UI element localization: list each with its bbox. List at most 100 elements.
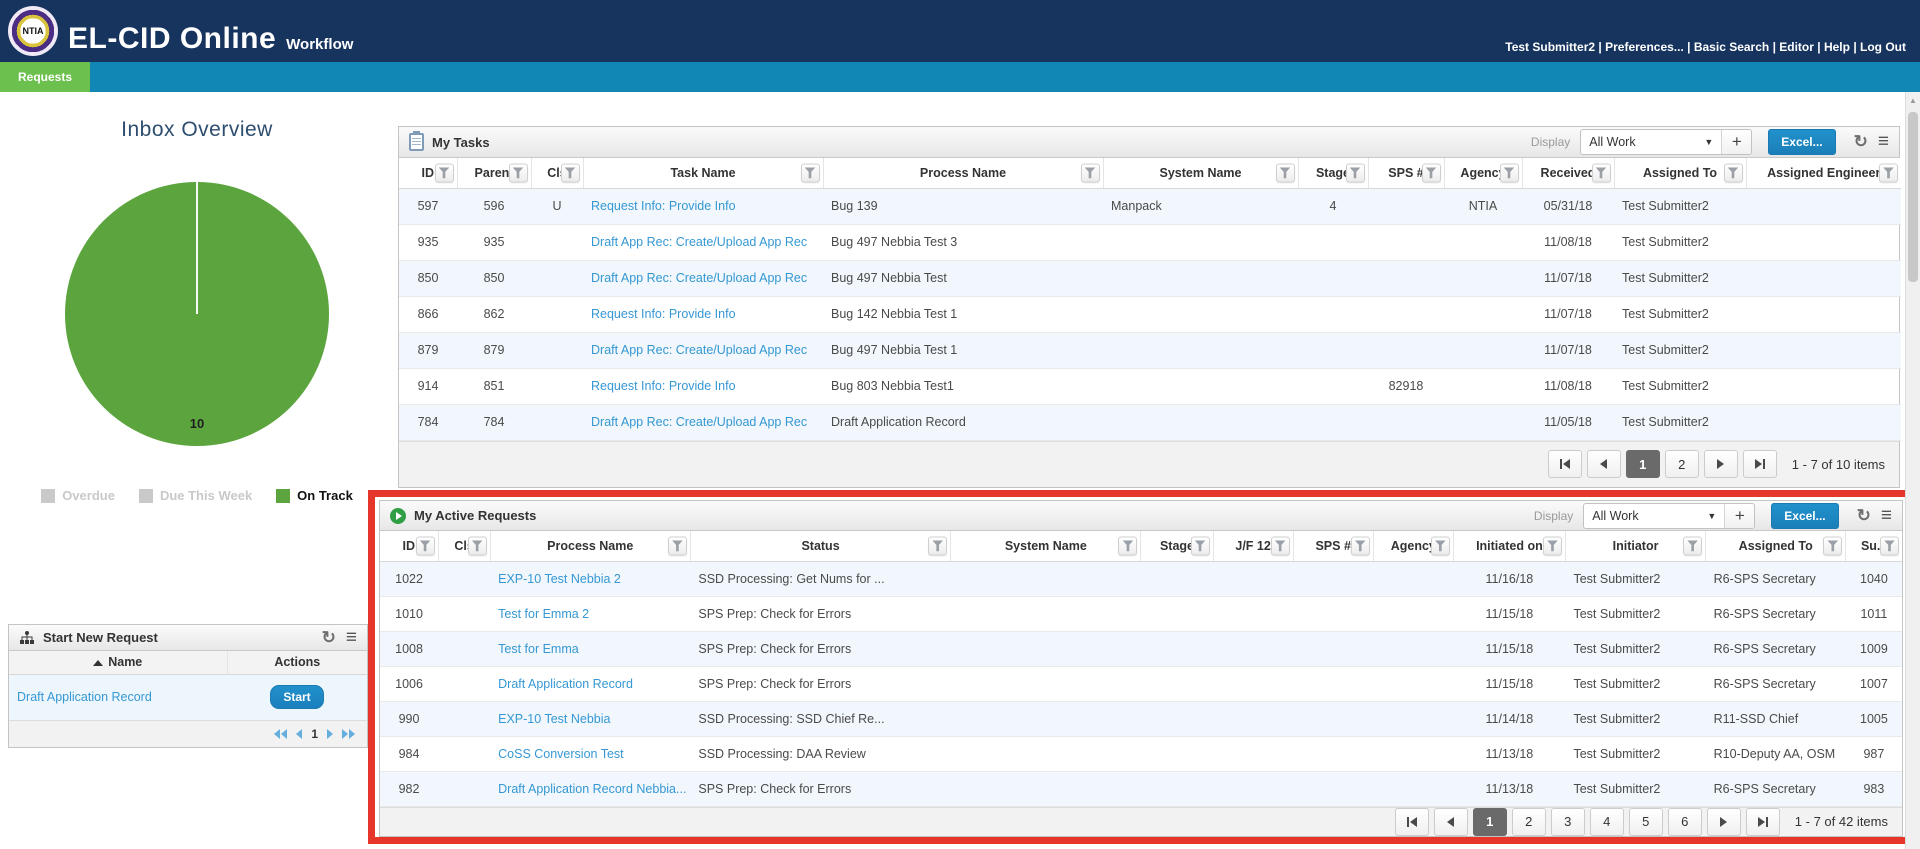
filter-icon[interactable] xyxy=(434,163,454,183)
task-link[interactable]: Request Info: Provide Info xyxy=(591,379,736,393)
column-header-name[interactable]: Name xyxy=(9,651,227,675)
column-header[interactable]: Agency xyxy=(1372,531,1454,562)
pager-last-button[interactable] xyxy=(1742,450,1777,478)
filter-icon[interactable] xyxy=(560,163,580,183)
filter-icon[interactable] xyxy=(415,536,435,556)
filter-icon[interactable] xyxy=(467,536,487,556)
menu-icon[interactable]: ≡ xyxy=(1880,504,1892,526)
filter-icon[interactable] xyxy=(1345,163,1365,183)
task-link[interactable]: Draft App Rec: Create/Upload App Rec xyxy=(591,235,808,249)
filter-icon[interactable] xyxy=(1350,536,1370,556)
column-header[interactable]: Initiator xyxy=(1564,531,1706,562)
filter-icon[interactable] xyxy=(1823,536,1843,556)
process-link[interactable]: Draft Application Record Nebbia... xyxy=(498,781,687,796)
excel-export-button[interactable]: Excel... xyxy=(1771,502,1839,529)
top-nav-link[interactable]: Test Submitter2 xyxy=(1505,40,1596,54)
menu-icon[interactable]: ≡ xyxy=(345,626,357,648)
column-header[interactable]: Agency xyxy=(1443,158,1522,189)
column-header[interactable]: Status xyxy=(689,531,951,562)
column-header[interactable]: Task Name xyxy=(582,158,823,189)
pager-prev-button[interactable] xyxy=(296,729,303,739)
start-button[interactable]: Start xyxy=(270,685,324,710)
filter-icon[interactable] xyxy=(1430,536,1450,556)
table-row[interactable]: 879 879 Draft App Rec: Create/Upload App… xyxy=(399,332,1901,369)
column-header[interactable]: Cls xyxy=(437,531,491,562)
column-header[interactable]: Process Name xyxy=(822,158,1103,189)
filter-icon[interactable] xyxy=(1591,163,1611,183)
filter-icon[interactable] xyxy=(1118,536,1138,556)
display-dropdown[interactable]: All Work ▼ xyxy=(1581,130,1721,154)
pager-page-4[interactable]: 4 xyxy=(1589,807,1624,836)
task-link[interactable]: Request Info: Provide Info xyxy=(591,307,736,321)
tab-requests[interactable]: Requests xyxy=(0,62,91,92)
task-link[interactable]: Draft App Rec: Create/Upload App Rec xyxy=(591,343,808,357)
legend-item-overdue[interactable]: Overdue xyxy=(41,488,115,503)
add-view-button[interactable]: + xyxy=(1721,130,1752,154)
column-header[interactable]: J/F 12 xyxy=(1212,531,1294,562)
table-row[interactable]: 597 596 U Request Info: Provide Info Bug… xyxy=(399,188,1901,225)
pager-last-button[interactable] xyxy=(1745,807,1780,836)
column-header[interactable]: System Name xyxy=(950,531,1141,562)
pager-page-2[interactable]: 2 xyxy=(1511,807,1546,836)
pager-last-button[interactable] xyxy=(342,729,355,739)
pager-next-button[interactable] xyxy=(1706,807,1741,836)
column-header[interactable]: Assigned Engineer xyxy=(1745,158,1901,189)
column-header[interactable]: Initiated on xyxy=(1452,531,1566,562)
top-nav-link[interactable]: Basic Search xyxy=(1684,40,1769,54)
filter-icon[interactable] xyxy=(1275,163,1295,183)
pager-page-2[interactable]: 2 xyxy=(1664,450,1699,478)
column-header-actions[interactable]: Actions xyxy=(226,651,367,675)
add-view-button[interactable]: + xyxy=(1724,503,1755,528)
pager-page-1[interactable]: 1 xyxy=(311,727,318,741)
table-row[interactable]: 1022 EXP-10 Test Nebbia 2 SSD Processing… xyxy=(380,561,1902,597)
pager-next-button[interactable] xyxy=(1703,450,1738,478)
request-type-link[interactable]: Draft Application Record xyxy=(17,690,152,705)
table-row[interactable]: 1008 Test for Emma SPS Prep: Check for E… xyxy=(380,631,1902,667)
task-link[interactable]: Draft App Rec: Create/Upload App Rec xyxy=(591,271,808,285)
pager-page-1[interactable]: 1 xyxy=(1625,450,1660,478)
process-link[interactable]: EXP-10 Test Nebbia 2 xyxy=(498,571,621,586)
refresh-icon[interactable]: ↻ xyxy=(1856,505,1871,525)
filter-icon[interactable] xyxy=(667,536,687,556)
column-header[interactable]: Stage xyxy=(1140,531,1214,562)
top-nav-link[interactable]: Editor xyxy=(1769,40,1814,54)
table-row[interactable]: 914 851 Request Info: Provide Info Bug 8… xyxy=(399,368,1901,405)
pager-page-5[interactable]: 5 xyxy=(1628,807,1663,836)
process-link[interactable]: Test for Emma xyxy=(498,641,579,656)
pager-page-3[interactable]: 3 xyxy=(1550,807,1585,836)
process-link[interactable]: EXP-10 Test Nebbia xyxy=(498,711,611,726)
menu-icon[interactable]: ≡ xyxy=(1877,131,1889,152)
filter-icon[interactable] xyxy=(1683,536,1703,556)
column-header[interactable]: ID xyxy=(399,158,457,189)
pager-next-button[interactable] xyxy=(327,729,333,739)
filter-icon[interactable] xyxy=(1080,163,1100,183)
filter-icon[interactable] xyxy=(928,536,948,556)
column-header[interactable]: Received xyxy=(1521,158,1614,189)
legend-item-on-track[interactable]: On Track xyxy=(276,488,353,503)
scrollbar-up-icon[interactable]: ▲ xyxy=(1909,95,1917,105)
filter-icon[interactable] xyxy=(1190,536,1210,556)
pager-first-button[interactable] xyxy=(1547,450,1582,478)
pager-page-6[interactable]: 6 xyxy=(1667,807,1702,836)
column-header[interactable]: Parent xyxy=(456,158,531,189)
legend-item-due-this-week[interactable]: Due This Week xyxy=(138,488,252,503)
scrollbar-thumb[interactable] xyxy=(1908,112,1918,282)
column-header[interactable]: System Name xyxy=(1102,158,1298,189)
refresh-icon[interactable]: ↻ xyxy=(321,627,336,647)
refresh-icon[interactable]: ↻ xyxy=(1853,132,1868,151)
pager-page-1[interactable]: 1 xyxy=(1472,807,1507,836)
table-row[interactable]: 935 935 Draft App Rec: Create/Upload App… xyxy=(399,224,1901,261)
column-header[interactable]: ID xyxy=(380,531,439,562)
filter-icon[interactable] xyxy=(1270,536,1290,556)
task-link[interactable]: Request Info: Provide Info xyxy=(591,199,736,213)
process-link[interactable]: Draft Application Record xyxy=(498,676,633,691)
top-nav-link[interactable]: Preferences... xyxy=(1595,40,1684,54)
pager-prev-button[interactable] xyxy=(1586,450,1621,478)
filter-icon[interactable] xyxy=(1421,163,1441,183)
table-row[interactable]: 984 CoSS Conversion Test SSD Processing:… xyxy=(380,736,1902,772)
filter-icon[interactable] xyxy=(800,163,820,183)
pager-first-button[interactable] xyxy=(1394,807,1429,836)
task-link[interactable]: Draft App Rec: Create/Upload App Rec xyxy=(591,415,808,429)
column-header[interactable]: SPS # xyxy=(1367,158,1444,189)
table-row[interactable]: 850 850 Draft App Rec: Create/Upload App… xyxy=(399,260,1901,297)
